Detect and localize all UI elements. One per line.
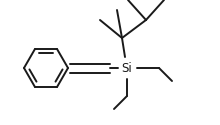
Text: Si: Si: [122, 62, 132, 74]
